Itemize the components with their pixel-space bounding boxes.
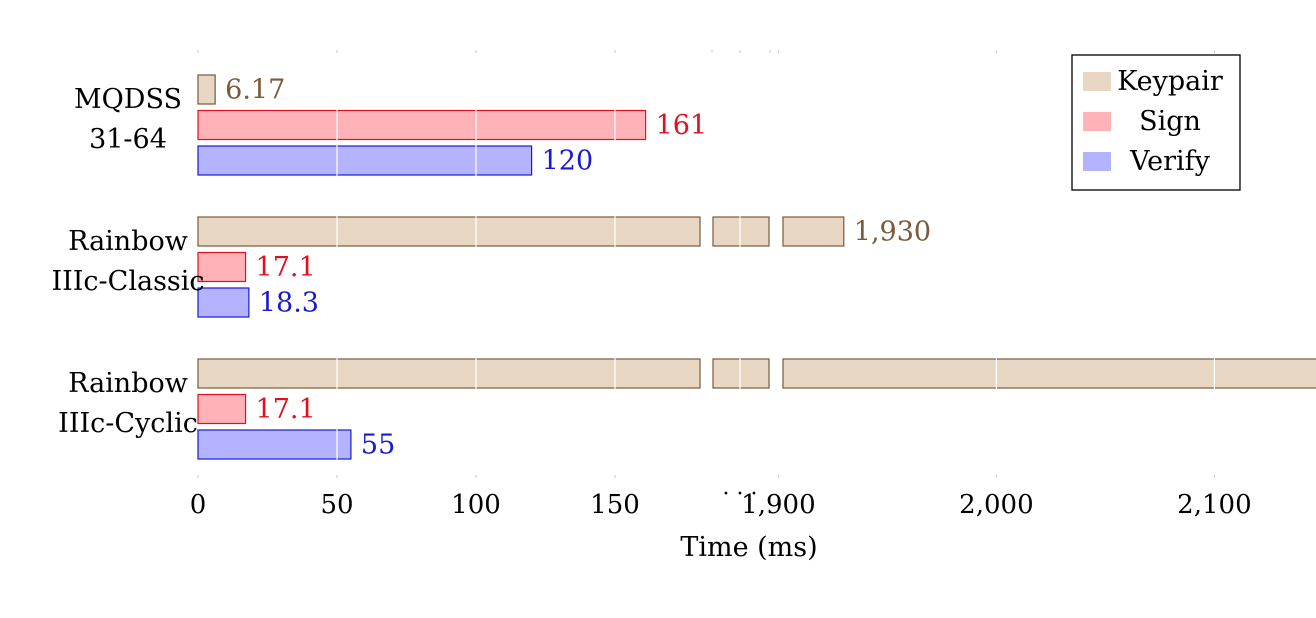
bar-verify [197,429,352,460]
bar-sign [197,251,247,283]
legend-swatch-verify [1083,152,1111,171]
data-label: 17.1 [256,252,316,283]
bar-keypair [197,216,701,247]
bar-sign [197,393,247,425]
bar-keypair [197,358,701,389]
legend: Keypair Sign Verify [1071,54,1241,191]
data-label: 1,930 [854,217,931,248]
legend-label-sign: Sign [1139,106,1201,137]
x-tick-label: 1,900 [741,490,815,520]
bar-keypair [782,216,845,247]
bar-keypair [197,74,216,105]
x-tick-label: 0 [190,490,207,520]
legend-label-verify: Verify [1129,146,1211,177]
category-label: Rainbow [68,226,188,257]
grid-layer [197,50,1215,478]
category-label: IIIc-Classic [51,266,204,297]
bar-keypair [712,216,770,247]
category-label: 31-64 [89,124,167,155]
category-label: Rainbow [68,368,188,399]
category-label: IIIc-Cyclic [58,408,198,439]
bar-keypair [712,358,770,389]
data-label: 18.3 [259,288,319,319]
bar-verify [197,145,533,176]
legend-swatch-sign [1083,112,1111,131]
category-label: MQDSS [74,84,182,115]
x-axis-label: Time (ms) [680,532,817,563]
x-tick-label: 100 [451,490,501,520]
data-label: 6.17 [225,75,285,106]
x-tick-label: 2,000 [959,490,1033,520]
data-label: 55 [361,430,395,461]
labels-layer: 6.171,9302,19016117.117.112018.355MQDSS3… [51,75,1251,564]
data-label: 161 [656,110,708,141]
bars-layer [197,74,1316,460]
x-tick-label: 50 [320,490,353,520]
legend-label-keypair: Keypair [1117,66,1223,97]
legend-swatch-keypair [1083,72,1111,91]
x-tick-label: 150 [590,490,640,520]
bar-sign [197,109,647,141]
data-label: 17.1 [256,394,316,425]
x-tick-label: 2,100 [1177,490,1251,520]
bar-keypair [782,358,1316,389]
bar-verify [197,287,250,318]
axis-break-symbol: · · · [723,482,758,507]
data-label: 120 [542,146,594,177]
